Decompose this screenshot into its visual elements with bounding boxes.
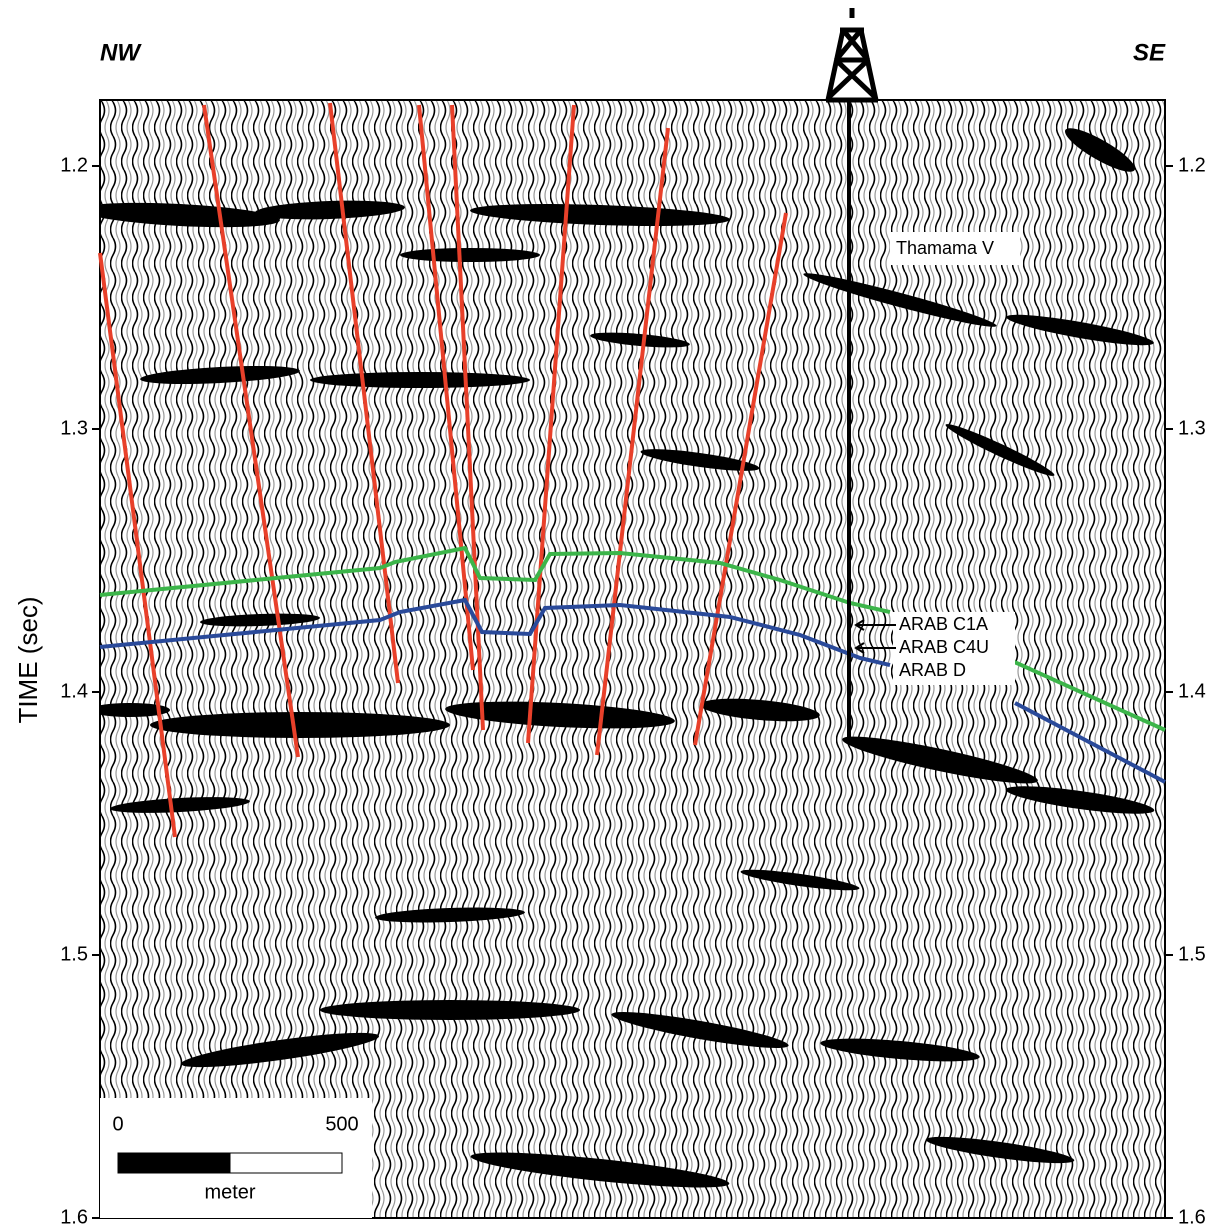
seismic-event xyxy=(375,907,525,923)
horizon-label: ARAB D xyxy=(899,660,966,680)
seismic-event xyxy=(200,613,320,627)
y-tick-label: 1.4 xyxy=(60,680,88,702)
seismic-event xyxy=(1065,128,1135,172)
scale-start: 0 xyxy=(112,1113,123,1135)
seismic-event xyxy=(640,449,760,471)
y-tick-label-right: 1.2 xyxy=(1178,154,1206,176)
axis-label: TIME (sec) xyxy=(13,596,43,723)
seismic-event xyxy=(470,204,730,226)
seismic-event xyxy=(820,1038,980,1062)
seismic-event xyxy=(803,273,997,327)
fault xyxy=(526,104,576,744)
seismic-event xyxy=(611,1012,789,1048)
seismic-event xyxy=(255,200,405,220)
seismic-event xyxy=(1006,314,1154,346)
seismic-event xyxy=(470,1152,730,1188)
fault xyxy=(202,104,300,758)
fault xyxy=(595,127,670,756)
seismic-event xyxy=(842,736,1038,784)
seismic-event xyxy=(1005,786,1155,814)
y-tick-label-right: 1.4 xyxy=(1178,680,1206,702)
seismic-event xyxy=(400,248,540,262)
horizon-green xyxy=(99,545,891,614)
y-tick-label-right: 1.3 xyxy=(1178,417,1206,439)
y-tick-label: 1.5 xyxy=(60,943,88,965)
seismic-event xyxy=(700,698,820,722)
horizon-label: ARAB C4U xyxy=(899,637,989,657)
y-tick-label: 1.6 xyxy=(60,1206,88,1228)
horizon-green xyxy=(1009,658,1166,732)
frame xyxy=(99,99,1166,1219)
fault xyxy=(328,102,400,684)
direction-right: SE xyxy=(1133,39,1166,66)
direction-left: NW xyxy=(100,39,142,66)
pointer-arrow xyxy=(854,642,896,654)
derrick-icon xyxy=(825,8,879,103)
seismic-event xyxy=(590,332,690,348)
label-box xyxy=(890,232,1020,265)
fault xyxy=(417,104,475,671)
y-tick-label: 1.3 xyxy=(60,417,88,439)
fault xyxy=(693,212,788,746)
scale-end: 500 xyxy=(325,1113,358,1135)
seismic-event xyxy=(740,869,860,891)
y-tick-label-right: 1.5 xyxy=(1178,943,1206,965)
seismic-event xyxy=(110,797,250,813)
horizon-label: ARAB C1A xyxy=(899,614,988,634)
y-tick-label: 1.2 xyxy=(60,154,88,176)
seismic-event xyxy=(100,202,280,228)
scale-bar-white xyxy=(229,1152,343,1174)
scale-unit: meter xyxy=(204,1181,255,1203)
fault xyxy=(98,252,177,838)
y-tick-label-right: 1.6 xyxy=(1178,1206,1206,1228)
seismic-event xyxy=(310,372,530,388)
horizon-blue xyxy=(1014,701,1166,784)
seismic-event xyxy=(100,703,170,717)
well-top-label: Thamama V xyxy=(896,238,994,258)
seismic-event xyxy=(925,1136,1075,1164)
scale-bar-black xyxy=(117,1152,231,1174)
seismic-event xyxy=(140,365,300,385)
seismic-event xyxy=(320,1000,580,1020)
label-box xyxy=(893,612,1015,685)
seismic-event xyxy=(180,1032,380,1068)
pointer-arrow xyxy=(854,619,896,631)
horizon-blue xyxy=(99,597,891,667)
seismic-event xyxy=(445,701,675,729)
seismic-event xyxy=(945,424,1055,476)
seismic-event xyxy=(150,712,450,738)
